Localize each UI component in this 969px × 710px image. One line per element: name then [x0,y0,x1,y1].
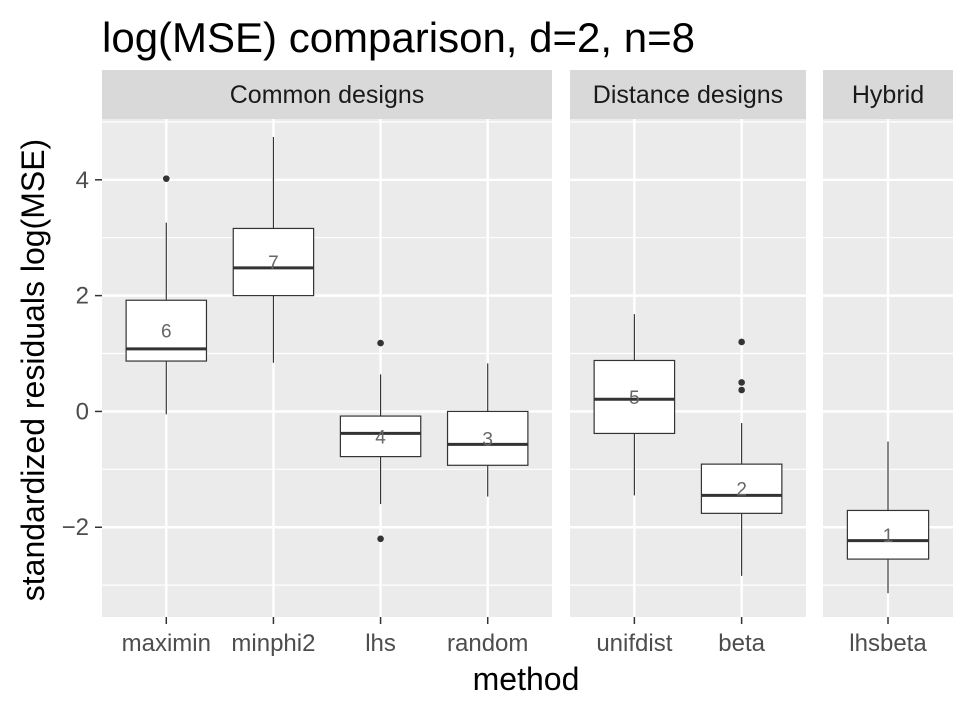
x-tick-label: lhs [365,630,396,657]
box [446,410,529,466]
outlier-point [738,338,745,346]
x-tick-label: unifdist [596,630,672,657]
y-axis-title: standardized residuals log(MSE) [15,139,51,601]
rank-label: 7 [268,253,279,274]
facet-panel-hybrid: Hybrid 1 lhsbeta [823,70,953,657]
outlier-point [738,379,745,386]
x-tick-label: maximin [122,630,211,657]
facet-panels: Common designs 6 maximin 7 minphi2 4 lhs 3 rando… [102,70,953,657]
boxplot-lhsbeta: 1 [846,441,930,594]
facet-strip-label: Common designs [230,81,425,109]
facet-strip [102,70,552,119]
facet-strip [570,70,806,119]
boxplot-minphi2: 7 [232,136,315,363]
chart-title: log(MSE) comparison, d=2, n=8 [102,14,695,61]
x-axis-title: method [473,661,580,697]
y-tick-label: −2 [62,514,89,541]
boxplot-random: 3 [446,363,529,497]
outlier-point [162,175,170,182]
y-tick-label: 4 [76,167,89,194]
box [700,463,783,514]
box [339,415,422,458]
x-tick-label: random [447,630,528,657]
facet-strip-label: Hybrid [852,81,924,109]
boxplot-unifdist: 5 [593,314,676,496]
rank-label: 2 [736,480,747,501]
box [846,509,930,560]
facet-strip [823,70,953,119]
outlier-point [377,339,384,347]
facet-panel-distance-designs: Distance designs 5 unifdist 2 beta [570,70,806,657]
boxplot-maximin: 6 [125,175,208,415]
box [125,299,208,362]
rank-label: 5 [629,388,640,409]
panel-background [102,119,552,617]
boxplot-lhs: 4 [339,339,422,543]
boxplot-beta: 2 [700,338,783,576]
facet-strip-label: Distance designs [593,81,783,109]
box [593,359,676,435]
y-tick-label: 0 [76,398,89,425]
x-tick-label: beta [718,630,765,657]
y-tick-label: 2 [76,283,89,310]
rank-label: 1 [883,526,894,547]
outlier-point [738,386,745,394]
x-tick-label: lhsbeta [849,630,927,657]
outlier-point [377,535,384,543]
rank-label: 3 [482,429,493,450]
y-axis: −2 0 2 4 [62,167,102,541]
box [232,227,315,297]
rank-label: 6 [161,322,172,343]
x-tick-label: minphi2 [231,630,315,657]
facet-panel-common-designs: Common designs 6 maximin 7 minphi2 4 lhs 3 rando… [102,70,552,657]
rank-label: 4 [375,427,386,448]
